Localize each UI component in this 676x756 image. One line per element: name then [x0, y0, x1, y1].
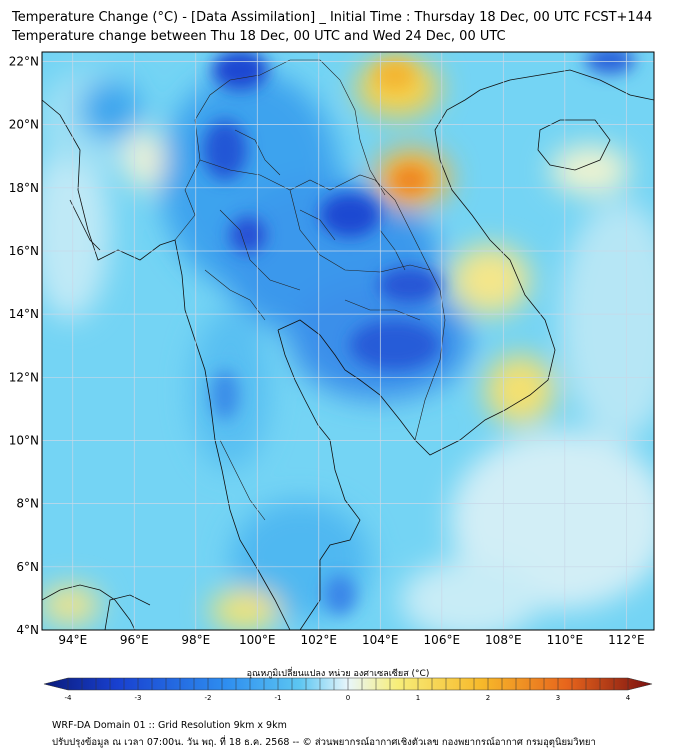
- lat-label: 6°N: [16, 560, 39, 574]
- colorbar-tick-label: 3: [556, 694, 560, 702]
- latitude-labels: 22°N 20°N 18°N 16°N 14°N 12°N 10°N 8°N 6°N 4°N: [9, 54, 39, 637]
- lat-label: 4°N: [16, 623, 39, 637]
- lat-label: 22°N: [9, 54, 39, 68]
- coastlines: [42, 69, 654, 630]
- lon-label: 100°E: [239, 633, 276, 647]
- lon-label: 112°E: [608, 633, 645, 647]
- lon-label: 106°E: [424, 633, 461, 647]
- colorbar-tick-label: -3: [135, 694, 142, 702]
- map-frame: [41, 51, 655, 631]
- colorbar-tick-label: 2: [486, 694, 490, 702]
- lon-label: 108°E: [485, 633, 522, 647]
- map-title: Temperature Change (°C) - [Data Assimila…: [12, 10, 653, 25]
- lat-label: 12°N: [9, 370, 39, 384]
- lon-label: 104°E: [362, 633, 399, 647]
- colorbar-title: อุณหภูมิเปลี่ยนแปลง หน่วย องศาเซลเซียส (…: [246, 669, 430, 679]
- colorbar-tick-label: 1: [416, 694, 420, 702]
- colorbar-tick-label: 0: [346, 694, 350, 702]
- map-subtitle: Temperature change between Thu 18 Dec, 0…: [12, 29, 506, 44]
- lon-label: 98°E: [181, 633, 210, 647]
- field-layer: [42, 52, 654, 630]
- footer-credit: ปรับปรุงข้อมูล ณ เวลา 07:00น. วัน พฤ. ที…: [52, 737, 596, 748]
- colorbar-tick-label: -1: [275, 694, 282, 702]
- footer-model-info: WRF-DA Domain 01 :: Grid Resolution 9km …: [52, 720, 287, 731]
- colorbar-tick-label: -2: [205, 694, 212, 702]
- colorbar-tick-label: 4: [626, 694, 631, 702]
- colorbar: -4 -3 -2 -1 0 1 2 3 4: [43, 677, 653, 702]
- lon-label: 96°E: [120, 633, 149, 647]
- lon-label: 110°E: [547, 633, 584, 647]
- lat-label: 20°N: [9, 118, 39, 132]
- lat-label: 8°N: [16, 497, 39, 511]
- graticule: [42, 52, 654, 630]
- colorbar-ticks: [67, 678, 629, 690]
- lat-label: 18°N: [9, 181, 39, 195]
- colorbar-tick-labels: -4 -3 -2 -1 0 1 2 3 4: [65, 694, 631, 702]
- lat-label: 10°N: [9, 433, 39, 447]
- lon-label: 102°E: [301, 633, 338, 647]
- lat-label: 16°N: [9, 244, 39, 258]
- colorbar-tick-label: -4: [65, 694, 73, 702]
- lon-label: 94°E: [58, 633, 87, 647]
- lat-label: 14°N: [9, 307, 39, 321]
- longitude-labels: 94°E 96°E 98°E 100°E 102°E 104°E 106°E 108°E 110…: [58, 633, 644, 647]
